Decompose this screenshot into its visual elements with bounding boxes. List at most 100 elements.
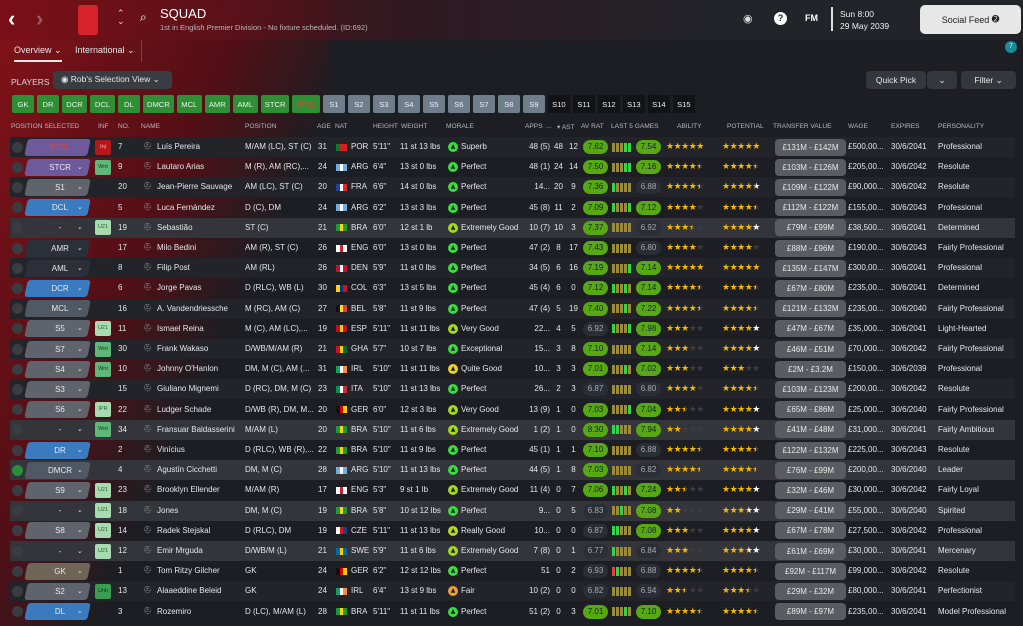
position-button[interactable]: S4 [397, 95, 420, 113]
info-badge[interactable]: Wnt [95, 341, 111, 357]
select-checkbox[interactable] [12, 161, 23, 173]
table-row[interactable]: S7 ⌄ Wnt 30 ⛑ Frank Wakaso D/WB/M/AM (R) 21 GHA 5… [10, 339, 1015, 359]
transfer-value[interactable]: £67M - £78M [775, 522, 846, 540]
player-name[interactable]: Jean-Pierre Sauvage [157, 182, 233, 192]
position-selected-dropdown[interactable]: - ⌄ [24, 219, 91, 236]
column-header-avrat[interactable]: AV RAT [581, 123, 604, 130]
column-header-personality[interactable]: PERSONALITY [938, 123, 985, 130]
table-row[interactable]: S4 ⌄ Wnt 10 ⛑ Johnny O'Hanlon DM, M (C), AM (.… [10, 359, 1015, 379]
select-checkbox[interactable] [12, 444, 23, 456]
position-selected-dropdown[interactable]: S9 ⌄ [24, 481, 91, 499]
column-header-last5[interactable]: LAST 5 GAMES [611, 123, 659, 130]
position-selected-dropdown[interactable]: AMR ⌄ [24, 239, 91, 257]
player-name[interactable]: Fransuar Baldasserini [157, 424, 235, 434]
transfer-value[interactable]: £2M - £3.2M [775, 360, 846, 378]
position-button[interactable]: STCR [260, 95, 290, 113]
position-selected-dropdown[interactable]: DL ⌄ [24, 603, 91, 621]
transfer-value[interactable]: £46M - £51M [775, 340, 846, 358]
tab-overview[interactable]: Overview ⌄ [14, 45, 62, 62]
select-checkbox[interactable] [12, 242, 23, 254]
select-checkbox[interactable] [12, 545, 23, 557]
select-checkbox[interactable] [12, 585, 23, 597]
position-selected-dropdown[interactable]: DMCR ⌄ [24, 461, 91, 479]
back-button[interactable]: ‹ [8, 6, 16, 31]
table-row[interactable]: S2 ⌄ Unh 13 ⛑ Alaaeddine Beleid GK 24 IRL 6'4" 13 … [10, 581, 1015, 602]
table-row[interactable]: DCR ⌄ 6 ⛑ Jorge Pavas D (RLC), WB (L) 30 COL 6'3… [10, 278, 1015, 298]
table-row[interactable]: S6 ⌄ IPR 22 ⛑ Ludger Schade D/WB (R), DM, M...… [10, 400, 1015, 420]
social-feed-button[interactable]: Social Feed ➋ [920, 5, 1021, 34]
transfer-value[interactable]: £103M - £123M [775, 380, 846, 398]
table-row[interactable]: S5 ⌄ U21 11 ⛑ Ismael Reina M (C), AM (LC),... 1… [10, 319, 1015, 339]
player-name[interactable]: Radek Stejskal [157, 525, 211, 535]
column-header-no[interactable]: NO. [118, 123, 130, 130]
table-row[interactable]: GK ⌄ 1 ⛑ Tom Ritzy Gilcher GK 24 GER 6'2" 12 st 1… [10, 561, 1015, 581]
select-checkbox[interactable] [12, 606, 23, 618]
select-checkbox[interactable] [12, 525, 23, 537]
info-badge[interactable]: Inj [95, 139, 111, 155]
transfer-value[interactable]: £29M - £32M [775, 582, 846, 600]
player-name[interactable]: Milo Bedini [157, 243, 197, 252]
transfer-value[interactable]: £121M - £132M [775, 300, 846, 318]
position-button[interactable]: S12 [597, 95, 620, 113]
player-name[interactable]: Rozemiro [157, 606, 192, 616]
info-badge[interactable]: Wnt [95, 159, 111, 175]
position-selected-dropdown[interactable]: DCL ⌄ [24, 199, 91, 217]
position-button[interactable]: S6 [447, 95, 470, 113]
select-checkbox[interactable] [12, 141, 23, 153]
transfer-value[interactable]: £109M - £122M [775, 178, 846, 196]
info-badge[interactable]: U21 [95, 321, 111, 337]
position-selected-dropdown[interactable]: S1 ⌄ [24, 178, 91, 196]
position-selected-dropdown[interactable]: S2 ⌄ [24, 582, 91, 600]
select-checkbox[interactable] [12, 282, 23, 294]
table-row[interactable]: DCL ⌄ 5 ⛑ Luca Fernández D (C), DM 24 ARG 6'2" 13… [10, 198, 1015, 218]
info-badge[interactable]: Wnt [95, 422, 111, 438]
table-row[interactable]: S8 ⌄ U21 14 ⛑ Radek Stejskal D (RLC), DM 19 CZE 5… [10, 521, 1015, 541]
globe-icon[interactable]: ◉ [743, 12, 753, 25]
column-header-potential[interactable]: POTENTIAL [727, 123, 764, 130]
position-button[interactable]: S2 [347, 95, 370, 113]
position-button[interactable]: S1 [322, 95, 345, 113]
position-selected-dropdown[interactable]: STCR ⌄ [24, 158, 91, 176]
transfer-value[interactable]: £65M - £86M [775, 401, 846, 419]
select-checkbox[interactable] [12, 343, 23, 355]
table-row[interactable]: STCR ⌄ Wnt 9 ⛑ Lautaro Arias M (R), AM (RC),..… [10, 157, 1015, 177]
selection-view-dropdown[interactable]: ◉ Rob's Selection View ⌄ [53, 71, 172, 89]
table-row[interactable]: - ⌄ U21 19 ⛑ Sebastião ST (C) 21 BRA 6'0" 12 st 1 … [10, 217, 1015, 238]
table-row[interactable]: DR ⌄ 2 ⛑ Vinícius D (RLC), WB (R),... 22 BRA 5'1… [10, 440, 1015, 460]
position-selected-dropdown[interactable]: S3 ⌄ [24, 380, 91, 398]
table-row[interactable]: S3 ⌄ 15 ⛑ Giuliano Mignemi D (RC), DM, M (C) 2… [10, 379, 1015, 400]
position-button[interactable]: S3 [372, 95, 395, 113]
table-row[interactable]: AML ⌄ 8 ⛑ Filip Post AM (RL) 26 DEN 5'9" 11 st 0 … [10, 258, 1015, 279]
tab-international[interactable]: International ⌄ [75, 45, 135, 55]
table-row[interactable]: S9 ⌄ U21 23 ⛑ Brooklyn Ellender M/AM (R) 17 ENG 5… [10, 480, 1015, 500]
game-date[interactable]: Sun 8:00 29 May 2039 [840, 8, 889, 32]
info-badge[interactable]: U21 [95, 220, 111, 236]
column-header-wage[interactable]: WAGE [848, 123, 868, 130]
player-name[interactable]: Luca Fernández [157, 202, 215, 212]
column-header-position[interactable]: POSITION [245, 123, 277, 130]
search-icon[interactable]: ⌕ [140, 10, 147, 24]
select-checkbox[interactable] [12, 363, 23, 375]
transfer-value[interactable]: £122M - £132M [775, 441, 846, 459]
position-button[interactable]: S5 [422, 95, 445, 113]
player-name[interactable]: Sebastião [157, 222, 193, 232]
table-row[interactable]: DL ⌄ 3 ⛑ Rozemiro D (LC), M/AM (L) 28 BRA 5'11" 1… [10, 602, 1015, 622]
position-selected-dropdown[interactable]: - ⌄ [24, 502, 91, 519]
club-crest-icon[interactable] [78, 5, 98, 35]
table-row[interactable]: STCL ⌄ Inj 7 ⛑ Luís Pereira M/AM (LC), ST (C) 3… [10, 137, 1015, 157]
player-name[interactable]: Johnny O'Hanlon [157, 364, 219, 374]
column-header-apps[interactable]: APPS [525, 123, 543, 130]
position-button[interactable]: AML [232, 95, 258, 113]
table-row[interactable]: S1 ⌄ 20 ⛑ Jean-Pierre Sauvage AM (LC), ST (C)… [10, 177, 1015, 198]
transfer-value[interactable]: £61M - £69M [775, 542, 846, 560]
table-row[interactable]: MCL ⌄ 16 ⛑ A. Vandendriessche M (RC), AM (C) 2… [10, 298, 1015, 319]
select-checkbox[interactable] [12, 383, 23, 395]
switch-team-chevrons-icon[interactable]: ⌃ ⌄ [117, 8, 125, 26]
transfer-value[interactable]: £131M - £142M [775, 138, 846, 156]
transfer-value[interactable]: £112M - £122M [775, 199, 846, 217]
help-icon[interactable]: ? [774, 12, 787, 25]
select-checkbox[interactable] [12, 464, 23, 476]
player-name[interactable]: Brooklyn Ellender [157, 485, 220, 495]
table-row[interactable]: - ⌄ U21 18 ⛑ Jones DM, M (C) 19 BRA 5'8" 10 st 12 … [10, 500, 1015, 521]
position-selected-dropdown[interactable]: - ⌄ [24, 421, 91, 438]
